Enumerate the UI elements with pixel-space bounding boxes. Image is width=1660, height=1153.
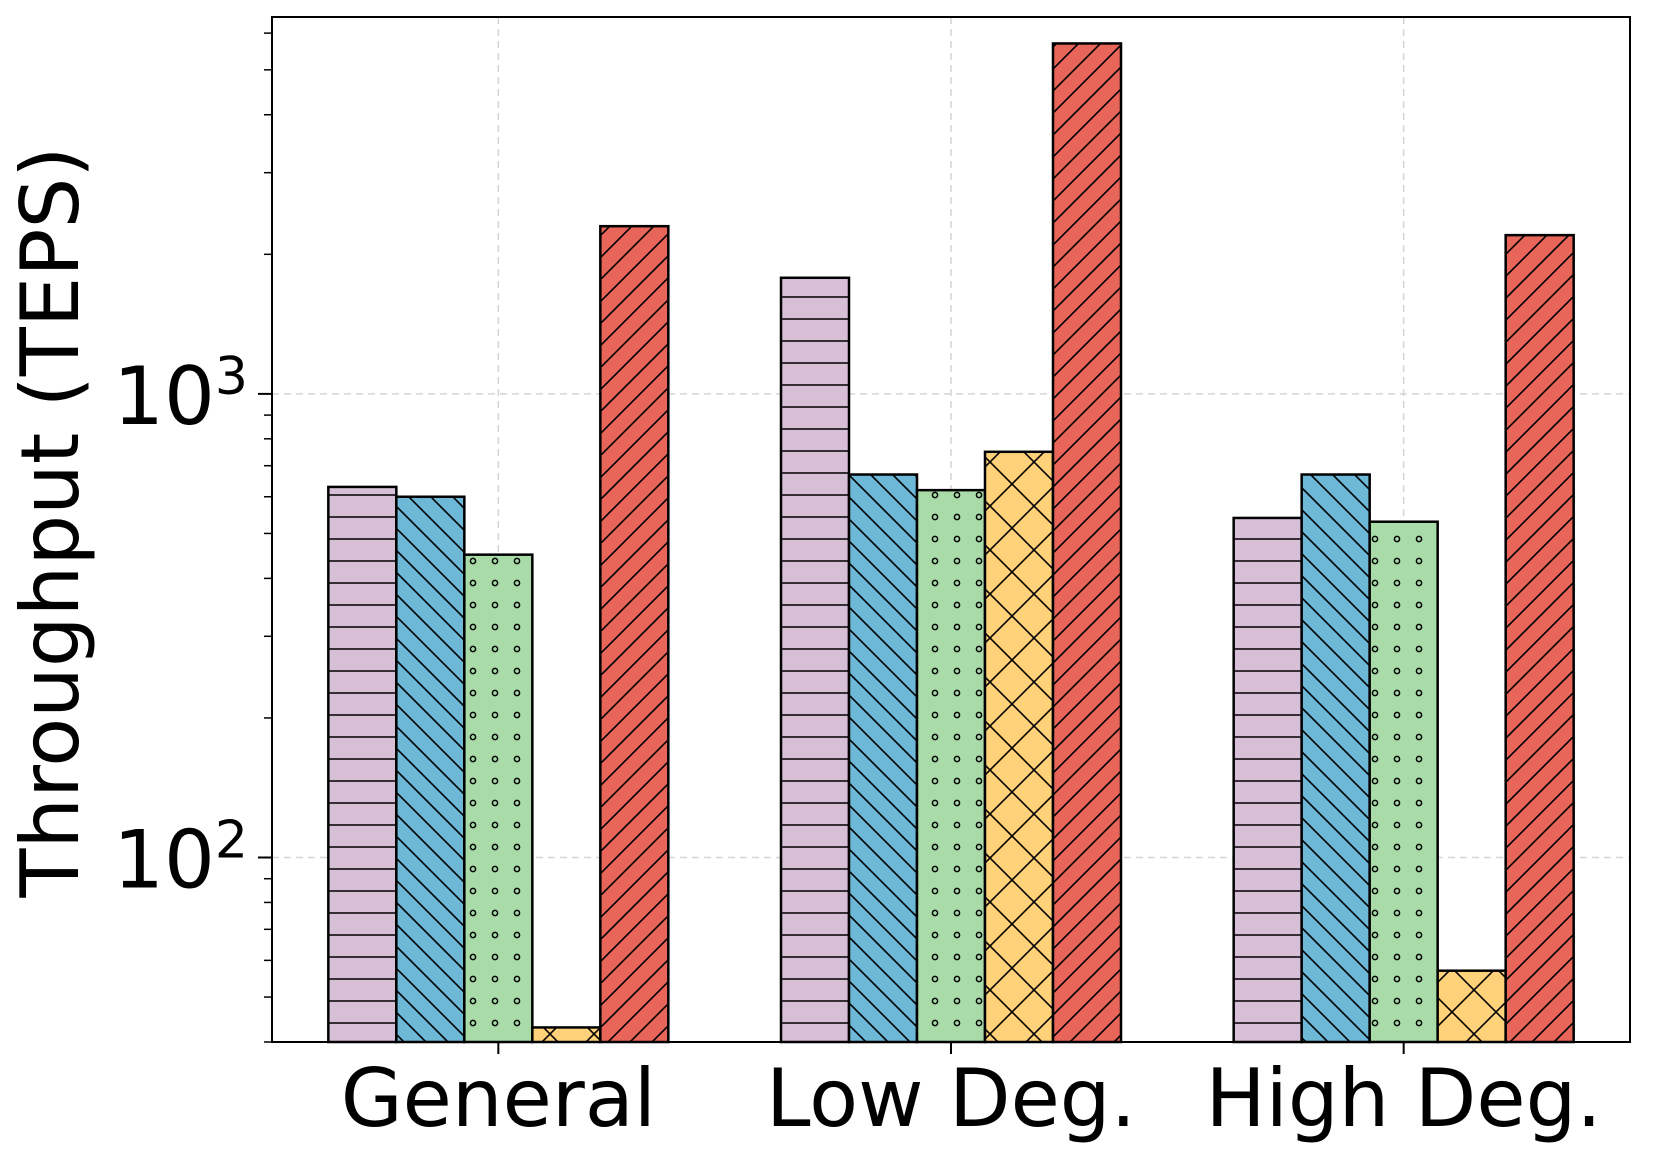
- bar-series-5-1: [599, 224, 670, 1044]
- bar-series-3-3: [1368, 520, 1439, 1044]
- bar-series-5-3: [1504, 233, 1575, 1044]
- bar-hatch: [1437, 970, 1506, 1042]
- bar-series-2-3: [1300, 473, 1371, 1044]
- bar-series-1-2: [779, 276, 851, 1044]
- bar-series-3-1: [463, 553, 534, 1044]
- bar-series-1-1: [327, 485, 398, 1044]
- bar-hatch: [985, 451, 1053, 1043]
- bar-hatch: [781, 277, 849, 1042]
- bar-series-3-2: [915, 488, 987, 1044]
- bar-series-2-2: [847, 473, 919, 1044]
- bar-series-4-3: [1436, 969, 1507, 1044]
- bar-hatch: [1053, 43, 1121, 1043]
- bar-hatch: [464, 554, 533, 1042]
- bar-series-2-1: [395, 495, 466, 1044]
- x-tick-label: High Deg.: [1206, 1052, 1602, 1145]
- bar-hatch: [1505, 235, 1574, 1043]
- axes-layer: 102 103 General Low Deg. High Deg.: [113, 16, 1631, 1145]
- bar-hatch: [600, 226, 669, 1043]
- y-axis-label: Throughput (TEPS): [4, 147, 97, 899]
- bar-hatch: [1233, 517, 1302, 1042]
- y-tick-label: 102: [113, 811, 248, 907]
- bars-layer: [327, 42, 1575, 1044]
- bar-hatch: [1369, 521, 1438, 1042]
- bar-hatch: [917, 490, 985, 1042]
- bar-series-4-2: [983, 450, 1055, 1044]
- bar-hatch: [849, 474, 917, 1042]
- bar-hatch: [328, 486, 397, 1042]
- bar-hatch: [396, 496, 465, 1042]
- bar-hatch: [1301, 474, 1370, 1042]
- x-tick-label: Low Deg.: [766, 1052, 1136, 1145]
- x-tick-label: General: [341, 1052, 656, 1145]
- bar-series-5-2: [1051, 42, 1123, 1044]
- bar-series-4-1: [531, 1026, 602, 1044]
- y-tick-label: 103: [113, 347, 248, 443]
- bar-hatch: [532, 1027, 601, 1042]
- bar-series-1-3: [1232, 516, 1303, 1044]
